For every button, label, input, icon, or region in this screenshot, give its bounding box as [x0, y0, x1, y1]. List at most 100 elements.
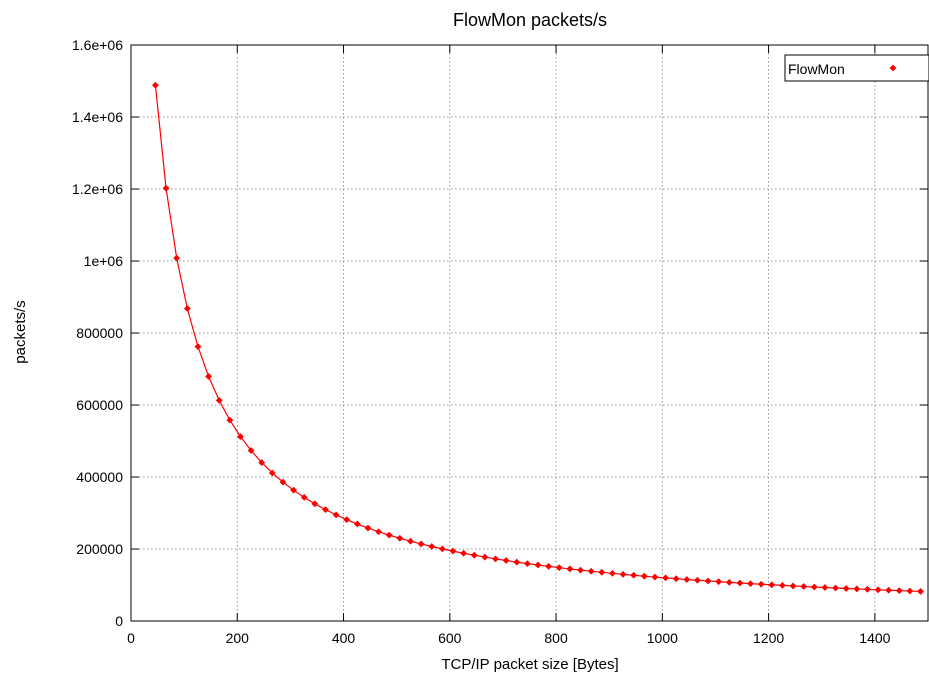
- data-point: [502, 557, 510, 564]
- data-point: [417, 540, 425, 548]
- data-point: [237, 433, 244, 440]
- y-tick-label: 200000: [76, 541, 123, 557]
- data-point: [523, 560, 531, 568]
- data-point: [226, 416, 234, 424]
- data-point: [842, 585, 850, 592]
- y-tick-label: 400000: [76, 469, 123, 485]
- y-tick-label: 600000: [76, 397, 123, 413]
- data-point: [566, 565, 574, 573]
- data-point: [619, 570, 627, 578]
- data-point: [290, 486, 297, 494]
- data-point: [332, 511, 340, 519]
- data-point: [438, 545, 446, 553]
- data-point: [449, 547, 457, 555]
- data-point: [375, 528, 383, 536]
- legend-label-flowmon: FlowMon: [788, 61, 845, 77]
- data-point: [768, 581, 776, 589]
- data-point: [396, 534, 404, 542]
- data-point: [757, 580, 765, 588]
- data-point: [800, 583, 808, 590]
- y-tick-label: 1e+06: [84, 253, 124, 269]
- legend-box: [784, 54, 929, 82]
- x-tick-label: 1000: [647, 630, 678, 646]
- data-point: [492, 555, 499, 563]
- legend-marker-flowmon: [889, 64, 897, 72]
- data-point: [725, 578, 733, 586]
- data-point: [407, 537, 414, 545]
- data-point: [152, 81, 159, 89]
- data-point: [385, 531, 393, 539]
- y-axis-label: packets/s: [12, 300, 29, 363]
- data-point: [300, 493, 308, 501]
- data-point: [258, 459, 266, 466]
- data-point: [779, 581, 786, 589]
- data-point: [343, 516, 351, 524]
- legend: FlowMon: [784, 54, 929, 82]
- x-tick-label: 1400: [859, 630, 890, 646]
- data-point: [279, 478, 287, 486]
- data-point: [460, 549, 468, 557]
- y-tick-label: 1.6e+06: [72, 37, 123, 53]
- data-point: [895, 587, 903, 595]
- data-point: [874, 586, 882, 594]
- data-point: [747, 580, 754, 588]
- grid: [131, 45, 928, 621]
- data-point: [672, 575, 680, 583]
- data-point: [608, 569, 616, 577]
- data-point: [353, 520, 361, 528]
- data-point: [853, 585, 861, 593]
- data-point: [577, 566, 584, 574]
- y-tick-label: 1.4e+06: [72, 109, 123, 125]
- data-point: [322, 506, 329, 514]
- data-point: [917, 588, 924, 595]
- data-point: [534, 561, 542, 569]
- data-point: [364, 524, 372, 532]
- y-tick-label: 800000: [76, 325, 123, 341]
- data-point: [810, 583, 818, 591]
- data-point: [640, 572, 648, 580]
- y-tick-label: 0: [115, 613, 123, 629]
- data-point: [885, 586, 893, 594]
- data-point: [428, 543, 436, 550]
- x-tick-label: 400: [332, 630, 356, 646]
- data-point: [715, 578, 723, 586]
- x-tick-label: 1200: [753, 630, 784, 646]
- data-point: [162, 184, 170, 192]
- x-tick-label: 0: [127, 630, 135, 646]
- data-point: [821, 584, 829, 591]
- series-layer: [152, 81, 924, 595]
- plot-frame: [130, 44, 929, 622]
- data-point: [205, 373, 212, 380]
- data-point: [215, 397, 223, 404]
- data-point: [194, 343, 202, 351]
- data-point: [651, 573, 659, 581]
- x-axis-label: TCP/IP packet size [Bytes]: [441, 656, 618, 673]
- data-point: [598, 568, 606, 576]
- data-point: [704, 577, 712, 585]
- data-point: [481, 553, 489, 561]
- data-point: [311, 500, 319, 508]
- data-point: [662, 574, 669, 582]
- data-point: [694, 576, 701, 584]
- data-point: [587, 567, 595, 575]
- x-tick-label: 600: [438, 630, 462, 646]
- x-axis-ticks: 0 200 400 600 800 1000 1200 1400: [127, 45, 891, 646]
- data-point: [247, 447, 255, 454]
- x-tick-label: 200: [226, 630, 250, 646]
- data-point: [183, 305, 191, 312]
- series-line-flowmon: [154, 85, 921, 593]
- x-tick-label: 800: [544, 630, 568, 646]
- data-point: [630, 571, 638, 579]
- data-point: [736, 579, 744, 587]
- data-point: [864, 585, 871, 593]
- chart-title: FlowMon packets/s: [453, 10, 607, 30]
- data-point: [268, 469, 276, 477]
- data-point: [173, 254, 181, 262]
- data-point: [555, 564, 563, 572]
- data-point: [470, 551, 478, 559]
- data-point: [832, 584, 839, 592]
- data-point: [513, 558, 521, 566]
- data-point: [683, 576, 691, 583]
- y-tick-label: 1.2e+06: [72, 181, 123, 197]
